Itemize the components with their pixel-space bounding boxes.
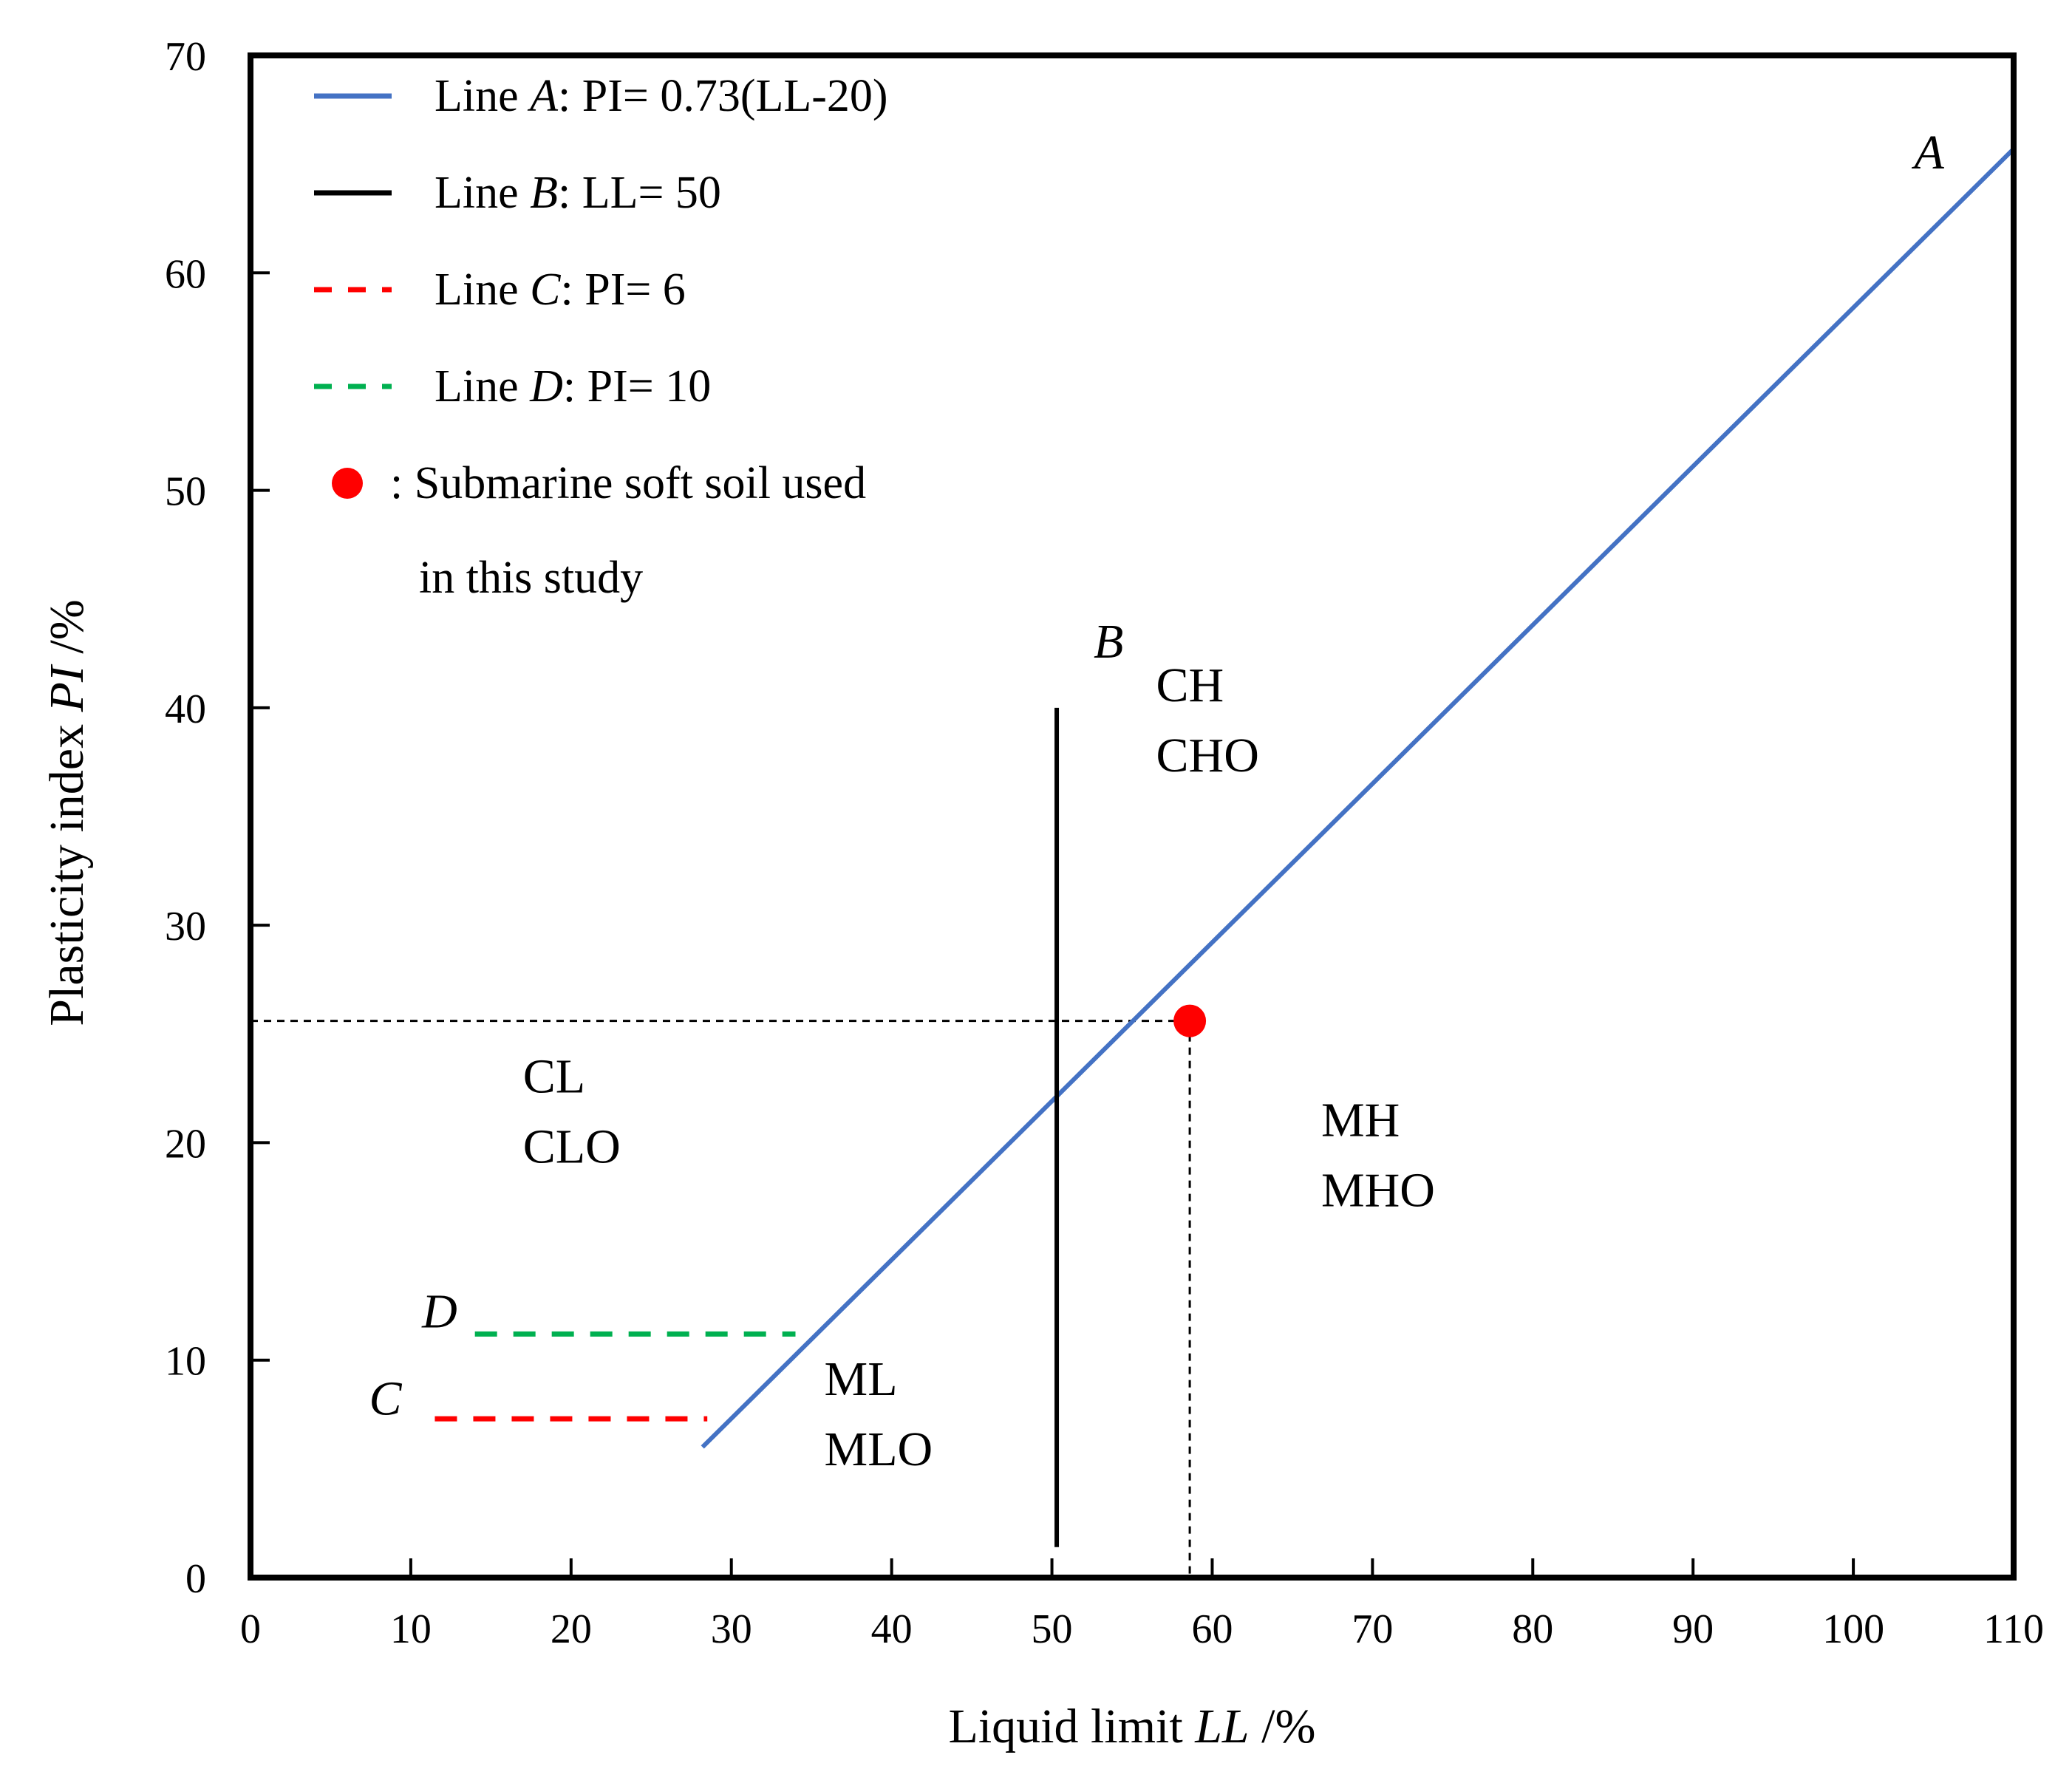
chart-marks <box>251 147 2016 1578</box>
y-tick-label: 0 <box>185 1556 206 1602</box>
line-label-c: C <box>369 1371 403 1425</box>
line-label-d: D <box>421 1285 457 1339</box>
x-tick-label: 50 <box>1032 1606 1073 1652</box>
legend: Line A: PI= 0.73(LL-20) Line B: LL= 50 Lin… <box>314 71 888 603</box>
x-tick-label: 0 <box>240 1606 261 1652</box>
x-tick-label: 80 <box>1512 1606 1553 1652</box>
series-line-a <box>701 147 2016 1449</box>
chart-labels: Liquid limit LL /% Plasticity index PI /%… <box>40 126 1945 1753</box>
y-tick-label: 70 <box>165 34 206 80</box>
x-tick-label: 40 <box>871 1606 913 1652</box>
y-tick-label: 30 <box>165 904 206 950</box>
y-tick-label: 60 <box>165 251 206 297</box>
x-tick-label: 20 <box>551 1606 592 1652</box>
y-tick-label: 20 <box>165 1121 206 1167</box>
legend-text-c: Line C: PI= 6 <box>434 265 686 315</box>
region-label-ch: CH CHO <box>1156 658 1259 783</box>
legend-text-a: Line A: PI= 0.73(LL-20) <box>434 71 888 121</box>
axis-ticks: 0 10 20 30 40 50 60 70 80 90 100 110 0 10 20 30 40 50 60 70 <box>165 34 2044 1652</box>
y-tick-label: 10 <box>165 1339 206 1385</box>
legend-text-b: Line B: LL= 50 <box>434 168 721 218</box>
x-tick-label: 60 <box>1191 1606 1233 1652</box>
legend-text-point-line2: in this study <box>419 553 643 603</box>
y-tick-label: 40 <box>165 686 206 732</box>
line-label-a: A <box>1912 126 1945 180</box>
legend-text-point: : Submarine soft soil used <box>390 458 866 508</box>
region-label-ml: ML MLO <box>825 1352 933 1476</box>
plot-frame <box>248 52 2017 1581</box>
x-tick-label: 70 <box>1352 1606 1393 1652</box>
legend-text-d: Line D: PI= 10 <box>434 361 711 412</box>
x-tick-label: 100 <box>1822 1606 1884 1652</box>
x-tick-label: 30 <box>711 1606 752 1652</box>
x-tick-label: 10 <box>390 1606 432 1652</box>
region-label-cl: CL CLO <box>523 1050 621 1174</box>
x-tick-label: 90 <box>1672 1606 1714 1652</box>
x-tick-label: 110 <box>1983 1606 2044 1652</box>
x-axis-title: Liquid limit LL /% <box>949 1699 1316 1753</box>
legend-marker-dot <box>332 468 363 499</box>
region-label-mh: MH MHO <box>1321 1094 1435 1218</box>
y-axis-title: Plasticity index PI /% <box>40 599 94 1026</box>
line-label-b: B <box>1094 615 1123 669</box>
data-point-submarine-soil <box>1173 1004 1207 1037</box>
y-tick-label: 50 <box>165 469 206 515</box>
